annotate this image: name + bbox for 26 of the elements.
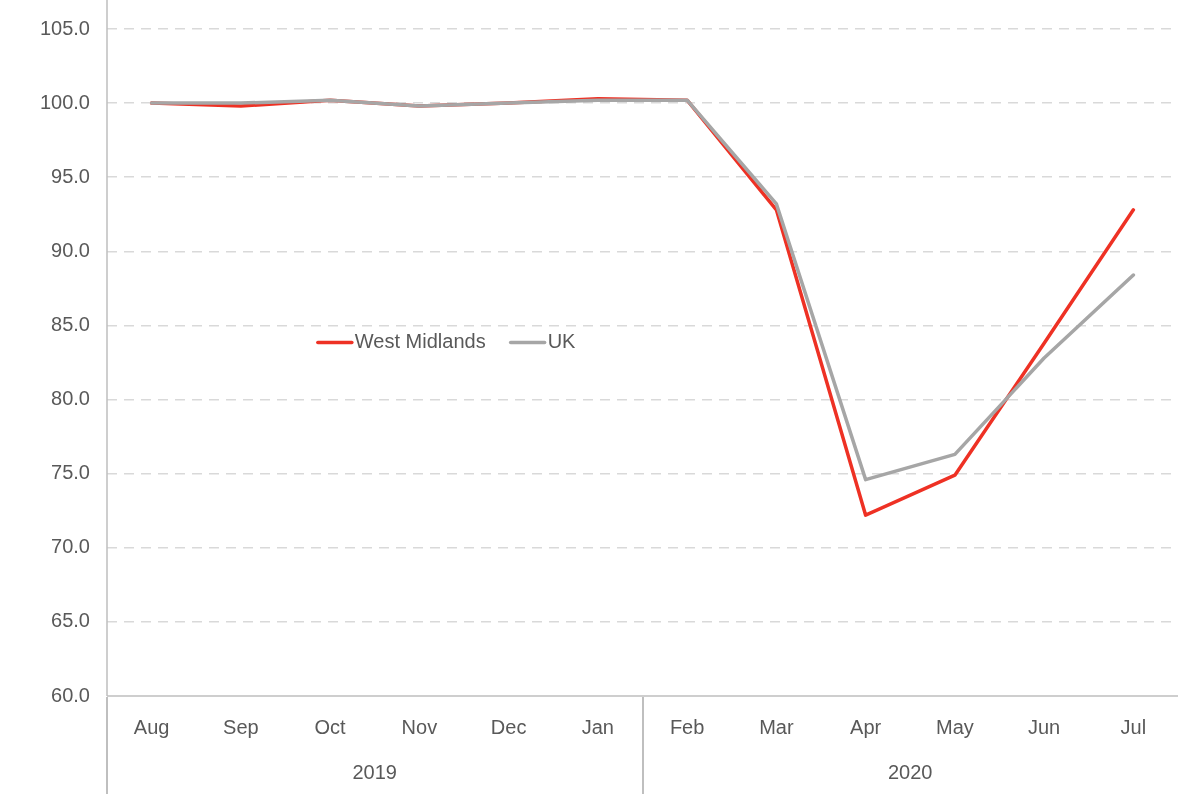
y-tick-label: 90.0 <box>51 238 90 261</box>
x-tick-label: Dec <box>490 715 527 738</box>
text: 2019 <box>352 760 397 783</box>
y-tick-label: 85.0 <box>51 312 90 335</box>
y-tick-label: 80.0 <box>51 387 90 410</box>
x-tick-label: Aug <box>133 715 170 738</box>
y-tick-label: 105.0 <box>39 16 90 39</box>
x-tick-label: Oct <box>314 715 347 738</box>
x-tick-label: Feb <box>669 715 705 738</box>
text: 2020 <box>888 760 933 783</box>
x-tick-label: Nov <box>401 715 438 738</box>
y-tick-label: 100.0 <box>39 90 90 113</box>
x-tick-label: Apr <box>850 715 882 738</box>
legend-label: UK <box>547 330 577 353</box>
x-tick-label: Mar <box>759 715 794 738</box>
legend-label: West Midlands <box>354 330 486 353</box>
y-tick-label: 70.0 <box>51 535 90 558</box>
y-tick-label: 65.0 <box>51 609 90 632</box>
x-tick-label: Jan <box>581 715 614 738</box>
x-tick-label: May <box>935 715 974 738</box>
y-tick-label: 60.0 <box>51 683 90 706</box>
x-tick-label: Jun <box>1028 715 1061 738</box>
y-tick-label: 95.0 <box>51 164 90 187</box>
x-tick-label: Jul <box>1120 715 1147 738</box>
x-tick-label: Sep <box>223 715 259 738</box>
y-tick-label: 75.0 <box>51 461 90 484</box>
